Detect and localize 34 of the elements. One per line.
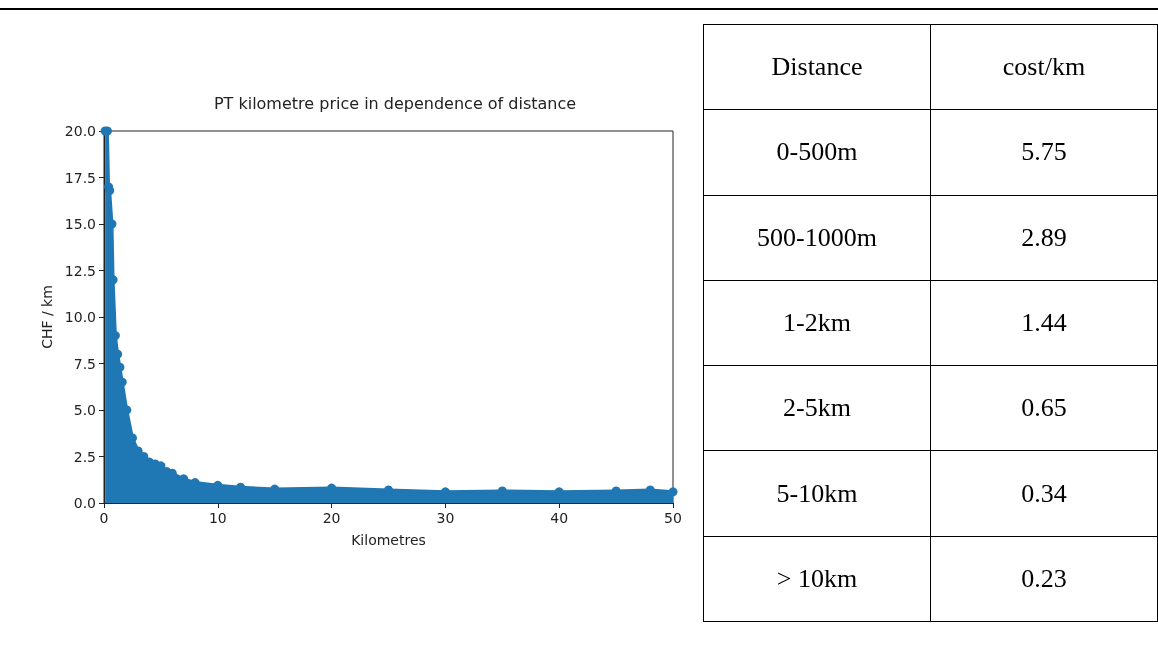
x-tick-label: 20 — [322, 510, 341, 526]
category-label: > 10km — [703, 536, 931, 622]
data-label: 0.23 — [930, 536, 1158, 622]
data-label: 5.75 — [930, 109, 1158, 196]
category-label: 500-1000m — [703, 195, 931, 281]
y-tick-label: 7.5 — [73, 355, 96, 372]
point — [668, 487, 678, 497]
x-axis-title: Kilometres — [351, 532, 426, 548]
category-label: 2-5km — [703, 365, 931, 451]
y-tick-label: 0.0 — [73, 495, 96, 511]
x-tick-label: 40 — [550, 510, 569, 526]
chart-title: PT kilometre price in dependence of distance — [213, 93, 577, 113]
text: cost/km — [930, 24, 1158, 110]
data-label: 1.44 — [930, 280, 1158, 366]
x-tick-label: 50 — [664, 510, 682, 526]
y-tick-label: 20.0 — [64, 123, 96, 139]
category-label: 0-500m — [703, 109, 931, 196]
data-label: 0.34 — [930, 450, 1158, 537]
x-tick-label: 30 — [436, 510, 455, 526]
x-tick-label: 10 — [208, 510, 227, 526]
y-tick-label: 15.0 — [64, 216, 96, 232]
data-label: 0.65 — [930, 365, 1158, 451]
category-label: 5-10km — [703, 450, 931, 537]
point — [105, 186, 115, 196]
y-tick-label: 12.5 — [64, 262, 96, 279]
data-label: 2.89 — [930, 195, 1158, 281]
y-axis-title: CHF / km — [38, 285, 55, 349]
y-tick-label: 2.5 — [73, 448, 96, 465]
category-label: 1-2km — [703, 280, 931, 366]
y-tick-label: 17.5 — [64, 169, 96, 186]
y-tick-label: 10.0 — [64, 309, 96, 325]
y-tick-label: 5.0 — [73, 402, 96, 418]
x-tick-label: 0 — [99, 510, 109, 526]
text: Distance — [703, 24, 931, 110]
